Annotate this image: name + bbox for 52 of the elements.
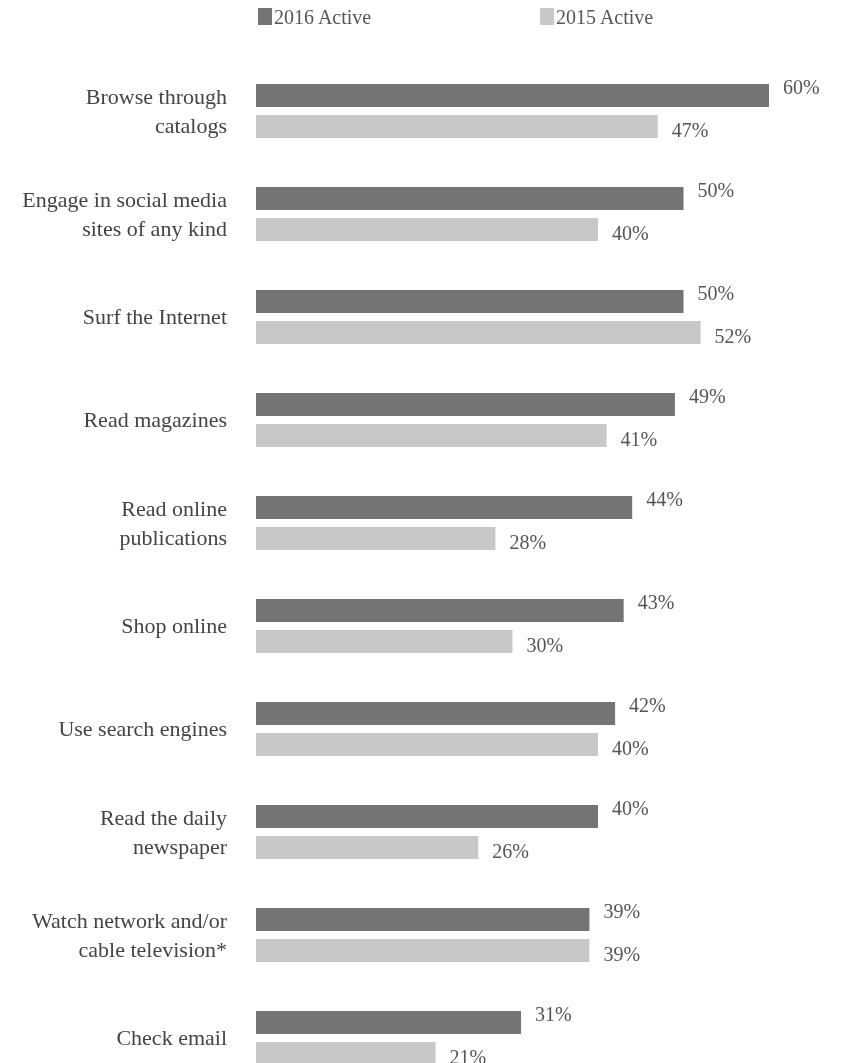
y-tick-label: Read online publications: [119, 495, 227, 550]
data-label: 28%: [509, 530, 547, 553]
bar: [256, 836, 479, 859]
data-label: 21%: [449, 1045, 487, 1063]
bar: [256, 321, 701, 344]
y-tick-label: Shop online: [121, 613, 227, 638]
data-label: 50%: [697, 281, 735, 304]
data-label: 26%: [492, 839, 529, 862]
legend-label: 2015 Active: [556, 6, 654, 28]
bar: [256, 805, 598, 828]
data-label: 39%: [603, 942, 641, 965]
y-tick-label: Check email: [116, 1025, 227, 1050]
bar: [256, 187, 684, 210]
bar: [256, 939, 590, 962]
bar: [256, 1042, 436, 1063]
data-label: 43%: [637, 590, 675, 613]
y-tick-label: Use search engines: [58, 716, 227, 741]
bar: [256, 702, 616, 725]
y-tick-label: Read the daily newspaper: [99, 804, 228, 859]
y-tick-label: Surf the Internet: [82, 304, 227, 329]
data-label: 60%: [783, 75, 820, 98]
bar: [256, 527, 496, 550]
bar: [256, 115, 658, 138]
bar: [256, 393, 675, 416]
data-label: 44%: [646, 487, 683, 510]
bar: [256, 424, 607, 447]
bar: [256, 733, 598, 756]
legend-label: 2016 Active: [274, 6, 372, 28]
data-label: 52%: [714, 324, 752, 347]
bar: [256, 630, 513, 653]
data-label: 31%: [535, 1002, 572, 1025]
y-tick-label: Read magazines: [83, 407, 227, 432]
data-label: 39%: [603, 899, 641, 922]
data-label: 30%: [526, 633, 564, 656]
data-label: 40%: [612, 796, 649, 819]
y-tick-label: Engage in social media sites of any kind: [22, 186, 228, 241]
y-tick-label: Browse through catalogs: [85, 83, 227, 138]
data-label: 47%: [671, 118, 709, 141]
bar: [256, 599, 624, 622]
data-label: 40%: [612, 736, 649, 759]
data-label: 50%: [697, 178, 735, 201]
bar: [256, 1011, 522, 1034]
data-label: 41%: [620, 427, 658, 450]
bar: [256, 84, 769, 107]
bar: [256, 218, 598, 241]
bar: [256, 290, 684, 313]
y-tick-label: Watch network and/or cable television*: [32, 907, 228, 962]
data-label: 40%: [612, 221, 649, 244]
bar: [256, 496, 633, 519]
bar: [256, 908, 590, 931]
data-label: 49%: [688, 384, 726, 407]
data-label: 42%: [629, 693, 666, 716]
